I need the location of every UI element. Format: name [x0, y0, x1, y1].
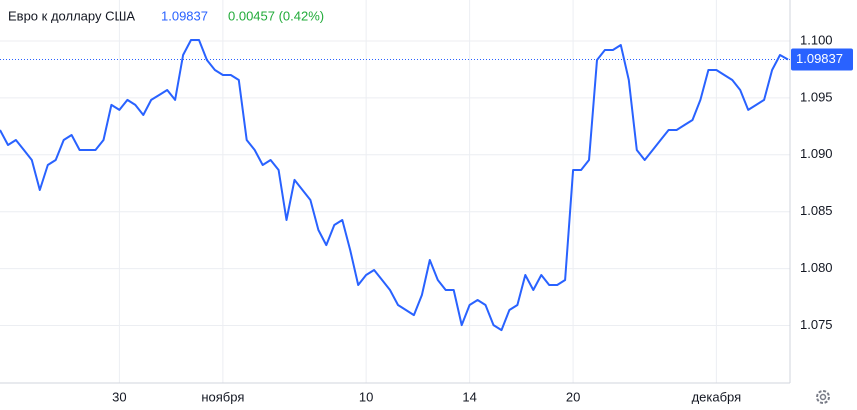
x-tick-label: 30	[112, 389, 126, 404]
current-price-label: 1.09837	[796, 51, 843, 66]
x-tick-label: 10	[359, 389, 373, 404]
y-tick-label: 1.075	[800, 317, 833, 332]
x-tick-label: ноября	[201, 389, 244, 404]
price-line	[0, 39, 789, 332]
x-tick-label: 14	[462, 389, 476, 404]
x-tick-label: декабря	[692, 389, 742, 404]
y-tick-label: 1.085	[800, 203, 833, 218]
header-change: 0.00457 (0.42%)	[228, 8, 324, 23]
grid	[0, 0, 790, 383]
settings-icon[interactable]	[816, 390, 830, 404]
y-tick-label: 1.080	[800, 260, 833, 275]
y-tick-label: 1.095	[800, 89, 833, 104]
current-price-box	[791, 48, 853, 71]
chart-title: Евро к доллару США	[8, 8, 135, 23]
y-tick-label: 1.090	[800, 146, 833, 161]
gear-inner	[819, 393, 827, 401]
y-tick-label: 1.100	[800, 32, 833, 47]
header-price: 1.09837	[161, 8, 208, 23]
x-tick-label: 20	[566, 389, 580, 404]
gear-outer	[816, 390, 830, 404]
